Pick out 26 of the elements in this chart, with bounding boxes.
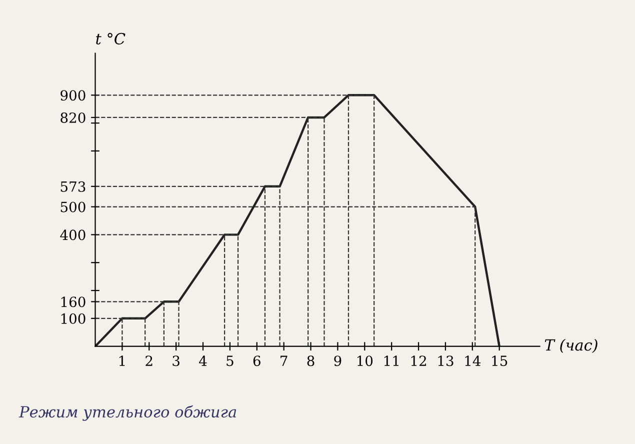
x-tick-label: 9 [334, 356, 342, 366]
y-tick-label: 820 [60, 112, 86, 123]
x-tick-label: 10 [358, 356, 373, 366]
x-tick-label: 3 [172, 356, 180, 366]
y-tick-label: 900 [60, 90, 86, 101]
y-tick-label: 400 [60, 230, 86, 240]
x-tick-label: 11 [384, 356, 398, 366]
line-series [95, 94, 500, 346]
x-tick-label: 15 [492, 356, 508, 366]
y-tick-label: 100 [61, 313, 86, 324]
y-tick-label: 160 [61, 296, 86, 308]
x-tick-label: 7 [280, 356, 288, 366]
text: Режим утельного обжига [18, 405, 236, 421]
x-tick-label: 2 [146, 356, 152, 366]
y-tick-label: 573 [60, 181, 86, 192]
y-axis-title: t °C [96, 32, 126, 44]
x-axis-title: T (час) [544, 338, 598, 353]
x-tick-label: 12 [411, 356, 426, 366]
x-tick-label: 4 [199, 356, 207, 366]
x-tick-label: 14 [465, 356, 481, 366]
x-tick-label: 13 [438, 356, 454, 366]
x-tick-label: 5 [226, 356, 234, 366]
x-tick-label: 8 [307, 356, 314, 366]
x-tick-label: 1 [119, 356, 125, 366]
x-tick-label: 6 [253, 356, 260, 366]
y-tick-label: 500 [60, 202, 86, 212]
